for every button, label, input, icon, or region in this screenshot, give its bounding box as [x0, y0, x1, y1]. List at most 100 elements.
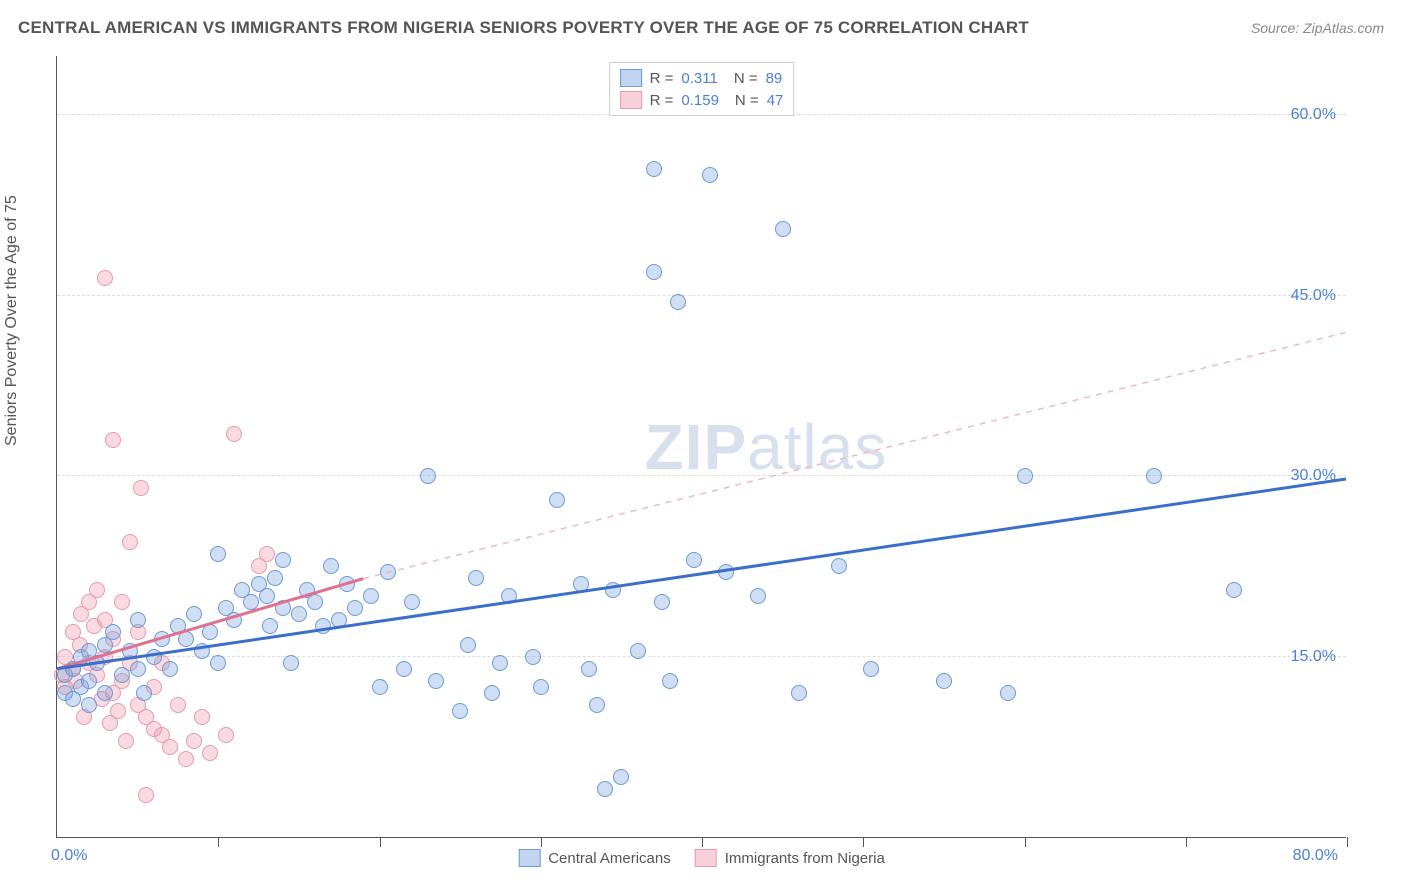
scatter-point	[307, 594, 323, 610]
x-tick	[1186, 837, 1187, 847]
scatter-point	[501, 588, 517, 604]
legend-r-value-a: 0.311	[681, 70, 717, 87]
legend-swatch-series-a	[620, 69, 642, 87]
legend-swatch-series-a	[518, 849, 540, 867]
scatter-point	[105, 624, 121, 640]
scatter-point	[646, 161, 662, 177]
scatter-point	[396, 661, 412, 677]
scatter-point	[468, 570, 484, 586]
scatter-point	[259, 546, 275, 562]
scatter-point	[791, 685, 807, 701]
scatter-point	[136, 685, 152, 701]
legend-series: Central Americans Immigrants from Nigeri…	[518, 849, 885, 867]
scatter-point	[110, 703, 126, 719]
scatter-point	[186, 606, 202, 622]
scatter-point	[283, 655, 299, 671]
scatter-point	[122, 534, 138, 550]
scatter-point	[210, 655, 226, 671]
legend-r-label: R =	[650, 92, 674, 109]
legend-correlation: R = 0.311 N = 89 R = 0.159 N = 47	[609, 62, 795, 116]
scatter-point	[275, 552, 291, 568]
scatter-point	[162, 739, 178, 755]
scatter-point	[1226, 582, 1242, 598]
scatter-point	[936, 673, 952, 689]
scatter-point	[275, 600, 291, 616]
plot-area: ZIPatlas 15.0%30.0%45.0%60.0% 0.0% 80.0%…	[56, 56, 1346, 838]
scatter-point	[97, 685, 113, 701]
scatter-point	[420, 468, 436, 484]
scatter-point	[460, 637, 476, 653]
scatter-point	[226, 426, 242, 442]
scatter-point	[525, 649, 541, 665]
scatter-point	[154, 631, 170, 647]
legend-n-label: N =	[734, 70, 758, 87]
scatter-point	[581, 661, 597, 677]
scatter-point	[670, 294, 686, 310]
scatter-point	[1146, 468, 1162, 484]
x-tick	[863, 837, 864, 847]
scatter-point	[202, 624, 218, 640]
scatter-point	[162, 661, 178, 677]
legend-swatch-series-b	[695, 849, 717, 867]
y-axis-label: Seniors Poverty Over the Age of 75	[3, 195, 21, 446]
scatter-point	[114, 594, 130, 610]
scatter-point	[315, 618, 331, 634]
scatter-point	[323, 558, 339, 574]
scatter-point	[122, 643, 138, 659]
chart-title: CENTRAL AMERICAN VS IMMIGRANTS FROM NIGE…	[18, 18, 1029, 38]
scatter-point	[267, 570, 283, 586]
scatter-point	[186, 733, 202, 749]
scatter-point	[831, 558, 847, 574]
scatter-point	[194, 643, 210, 659]
scatter-point	[549, 492, 565, 508]
scatter-point	[363, 588, 379, 604]
scatter-point	[452, 703, 468, 719]
scatter-point	[1017, 468, 1033, 484]
scatter-point	[138, 787, 154, 803]
scatter-point	[380, 564, 396, 580]
scatter-point	[533, 679, 549, 695]
scatter-point	[492, 655, 508, 671]
legend-n-label: N =	[735, 92, 759, 109]
scatter-point	[202, 745, 218, 761]
scatter-point	[243, 594, 259, 610]
scatter-point	[331, 612, 347, 628]
scatter-point	[218, 727, 234, 743]
scatter-point	[589, 697, 605, 713]
scatter-point	[178, 751, 194, 767]
x-tick	[218, 837, 219, 847]
x-tick	[380, 837, 381, 847]
scatter-point	[114, 667, 130, 683]
scatter-point	[170, 697, 186, 713]
x-tick	[702, 837, 703, 847]
scatter-point	[178, 631, 194, 647]
legend-n-value-b: 47	[767, 92, 784, 109]
scatter-point	[339, 576, 355, 592]
legend-swatch-series-b	[620, 91, 642, 109]
x-tick	[1025, 837, 1026, 847]
scatter-point	[686, 552, 702, 568]
scatter-point	[146, 649, 162, 665]
scatter-point	[718, 564, 734, 580]
scatter-point	[347, 600, 363, 616]
scatter-points	[57, 56, 1346, 837]
scatter-point	[81, 673, 97, 689]
scatter-point	[597, 781, 613, 797]
x-tick	[1347, 837, 1348, 847]
scatter-point	[130, 661, 146, 677]
scatter-point	[573, 576, 589, 592]
scatter-point	[89, 582, 105, 598]
scatter-point	[613, 769, 629, 785]
scatter-point	[404, 594, 420, 610]
scatter-point	[428, 673, 444, 689]
scatter-point	[97, 270, 113, 286]
x-axis-max-label: 80.0%	[1293, 847, 1338, 865]
scatter-point	[226, 612, 242, 628]
legend-series-a-name: Central Americans	[548, 850, 671, 867]
scatter-point	[662, 673, 678, 689]
scatter-point	[81, 697, 97, 713]
legend-n-value-a: 89	[766, 70, 783, 87]
scatter-point	[775, 221, 791, 237]
scatter-point	[133, 480, 149, 496]
scatter-point	[630, 643, 646, 659]
